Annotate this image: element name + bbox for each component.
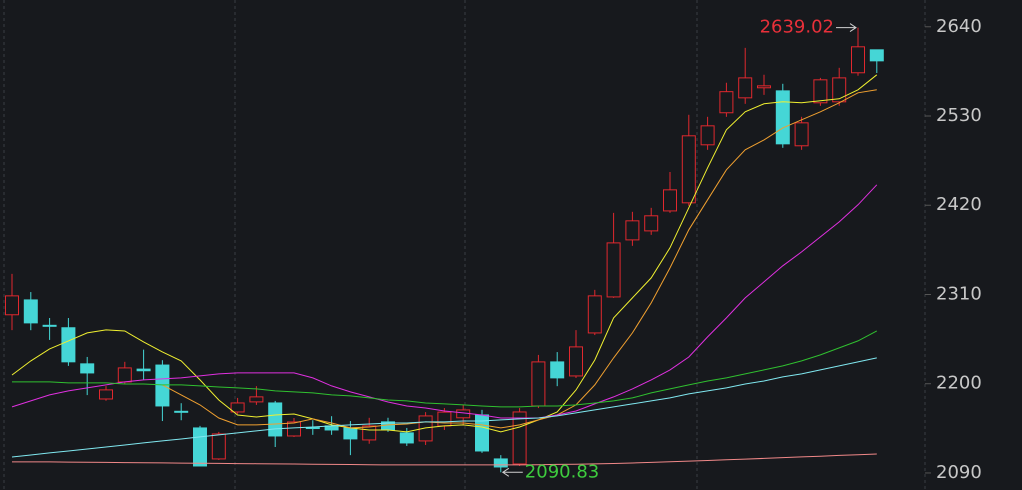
candle-body	[343, 427, 358, 440]
y-tick-label: 2310	[936, 283, 982, 304]
low-arrow	[501, 467, 523, 477]
candle-body	[625, 220, 640, 241]
candle-body	[493, 458, 508, 468]
low-label: 2090.83	[525, 461, 599, 482]
candle-body	[663, 189, 677, 212]
candle-body	[399, 432, 414, 444]
ma-line	[11, 74, 878, 433]
candle-body	[587, 295, 602, 334]
candle-body	[230, 402, 245, 413]
candle-body	[681, 135, 696, 204]
candle-body	[700, 125, 715, 146]
high-label: 2639.02	[760, 17, 834, 38]
candle-body	[174, 410, 189, 413]
y-tick-label: 2420	[936, 194, 982, 215]
candle-body	[155, 364, 170, 407]
candle-body	[80, 363, 95, 374]
candle-body	[757, 85, 771, 89]
candle-body	[211, 433, 226, 460]
candle-body	[362, 425, 377, 441]
candle-body	[42, 324, 57, 327]
candle-body	[644, 215, 659, 232]
candle-body	[738, 77, 753, 99]
ma-line	[12, 330, 878, 408]
candle-body	[569, 346, 583, 377]
candle-body	[775, 90, 790, 145]
candle-body	[287, 421, 301, 437]
candle-body	[249, 396, 264, 403]
candle-body	[193, 427, 207, 467]
y-tick-label: 2200	[936, 373, 982, 394]
ma-line	[11, 357, 877, 458]
y-tick-label: 2640	[936, 16, 982, 37]
y-tick-label: 2530	[936, 105, 982, 126]
candle-body	[136, 368, 151, 372]
candle-body	[61, 327, 76, 363]
candle-body	[719, 91, 734, 114]
candle-body	[531, 361, 546, 407]
candle-body	[869, 49, 884, 62]
candle-body	[794, 122, 809, 147]
candle-body	[437, 411, 452, 427]
candle-body	[550, 361, 565, 379]
candle-body	[512, 411, 527, 465]
candle-body	[305, 427, 320, 430]
candle-body	[268, 402, 283, 437]
candle-body	[99, 389, 113, 400]
ma-line	[11, 184, 878, 419]
ma-line	[162, 89, 877, 429]
candle-body	[23, 299, 38, 324]
ma-line	[12, 453, 877, 466]
candle-body	[117, 367, 132, 383]
candle-body	[813, 79, 828, 104]
candle-body	[832, 77, 847, 103]
candle-body	[851, 46, 865, 74]
y-tick-label: 2090	[936, 462, 982, 483]
candle-body	[606, 242, 621, 298]
candle-body	[5, 295, 19, 316]
high-arrow	[836, 23, 857, 32]
